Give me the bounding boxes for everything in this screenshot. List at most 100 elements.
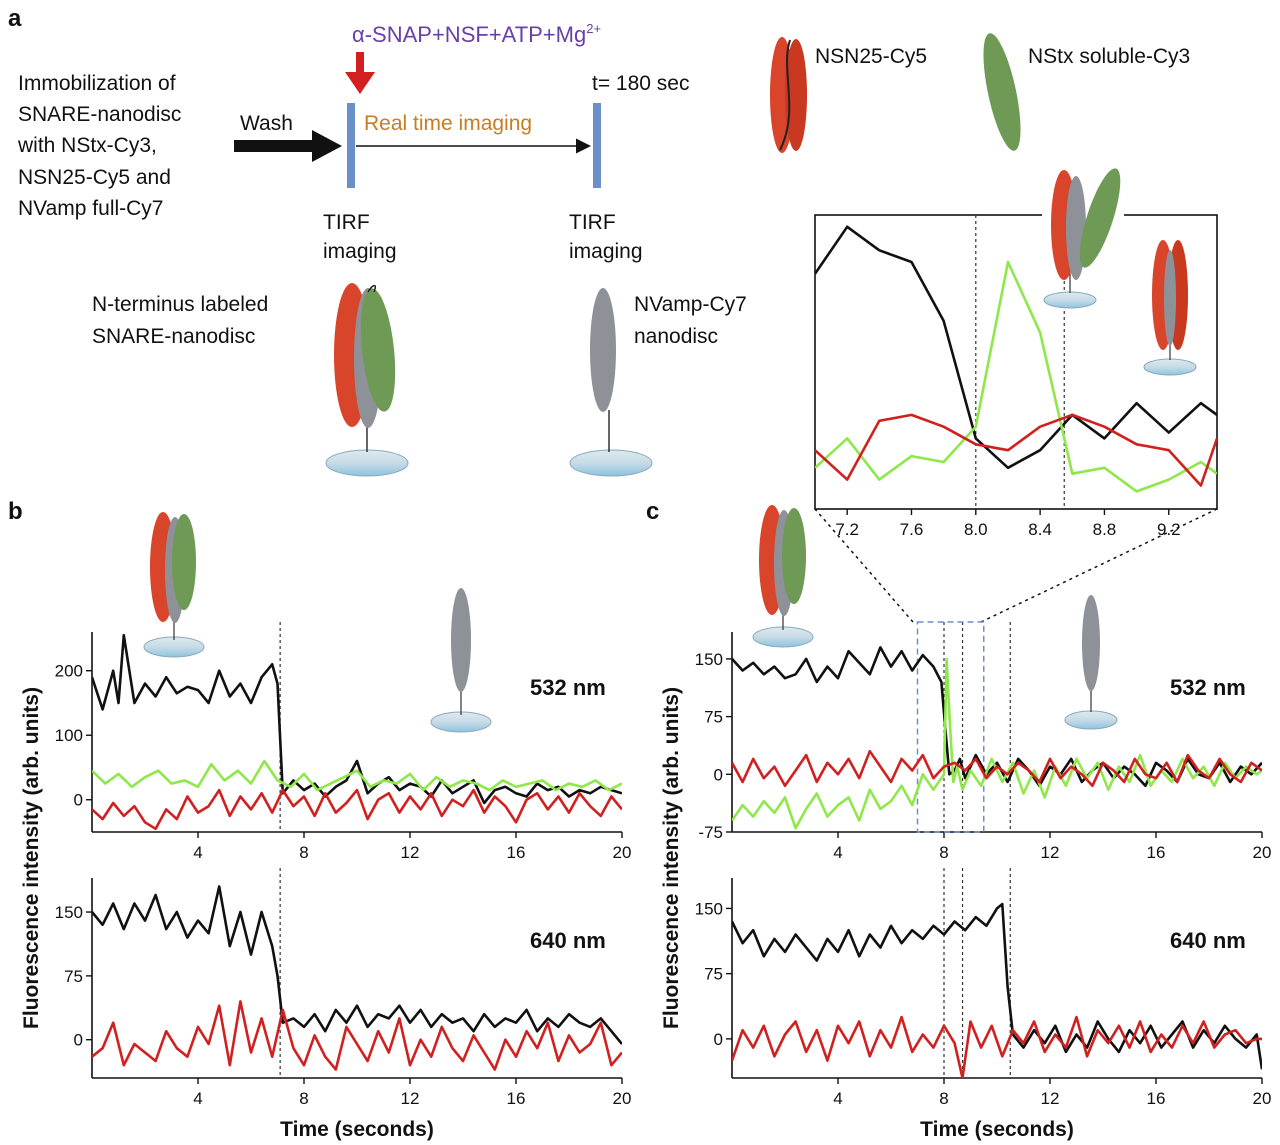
tirf-left-line1: TIRF	[323, 211, 370, 234]
x-axis-label-b: Time (seconds)	[280, 1118, 434, 1141]
reagents-label: α-SNAP+NSF+ATP+Mg2+	[352, 21, 601, 47]
c-complex-icon	[752, 505, 814, 648]
zoom-box	[916, 621, 985, 833]
x-tick-label: 8.8	[1093, 520, 1117, 539]
x-tick-label: 16	[507, 1089, 526, 1108]
x-tick-label: 4	[193, 843, 202, 862]
immobilization-line: SNARE-nanodisc	[18, 103, 181, 126]
zoom-connector-right	[980, 508, 1218, 623]
red-arrow-icon	[345, 52, 375, 94]
series-line-red	[815, 413, 1217, 487]
legend-stx-label: NStx soluble-Cy3	[1028, 45, 1190, 68]
y-tick-label: 100	[55, 726, 83, 745]
x-tick-label: 8	[299, 1089, 308, 1108]
panel-label-c: c	[646, 498, 659, 525]
series-line-black	[92, 633, 622, 805]
x-tick-label: 9.2	[1157, 520, 1181, 539]
y-tick-label: 150	[695, 650, 723, 669]
x-tick-label: 16	[507, 843, 526, 862]
b-vamp-icon	[430, 588, 492, 733]
panel-label-b: b	[8, 498, 23, 525]
chart-b-640: 4 8 12 16 20 150 75 0 640 nm	[55, 868, 632, 1108]
x-tick-label: 8	[939, 1089, 948, 1108]
inset-sn25-vamp-icon	[1143, 240, 1197, 376]
tirf-marker-left	[347, 103, 355, 188]
tirf-right-line1: TIRF	[569, 211, 616, 234]
x-tick-label: 12	[401, 843, 420, 862]
wavelength-label: 640 nm	[530, 928, 606, 953]
reagents-superscript: 2+	[586, 21, 601, 36]
x-tick-label: 8.0	[964, 520, 988, 539]
y-tick-label: 75	[64, 967, 83, 986]
legend-sn25-label: NSN25-Cy5	[815, 45, 927, 68]
series-line-green	[732, 657, 1262, 830]
series-line-green	[815, 260, 1217, 493]
wash-arrow-icon	[234, 130, 342, 162]
wavelength-label: 532 nm	[530, 675, 606, 700]
panel-label-a: a	[8, 5, 22, 32]
chart-b-532: 4 8 12 16 20 200 100 0 532 nm	[55, 622, 632, 862]
x-tick-label: 20	[1253, 843, 1272, 862]
y-axis-label-c: Fluorescence intensity (arb. units)	[660, 687, 683, 1029]
y-tick-label: 150	[695, 899, 723, 918]
x-tick-label: 20	[613, 1089, 632, 1108]
y-tick-label: -75	[698, 823, 723, 842]
x-tick-label: 20	[613, 843, 632, 862]
series-line-red	[92, 1000, 622, 1071]
series-line-red	[92, 788, 622, 831]
series-line-red	[732, 749, 1262, 788]
labeled-complex-line2: SNARE-nanodisc	[92, 325, 255, 348]
x-tick-label: 7.6	[900, 520, 924, 539]
x-tick-label: 8	[939, 843, 948, 862]
immobilization-text: Immobilization of SNARE-nanodisc with NS…	[17, 72, 181, 220]
wavelength-label: 640 nm	[1170, 928, 1246, 953]
x-tick-label: 20	[1253, 1089, 1272, 1108]
chart-c-inset: 7.2 7.6 8.0 8.4 8.8 9.2	[814, 211, 1218, 539]
immobilization-line: NVamp full-Cy7	[18, 197, 163, 220]
y-axis-label-b: Fluorescence intensity (arb. units)	[20, 687, 43, 1029]
y-tick-label: 75	[704, 708, 723, 727]
x-tick-label: 4	[833, 843, 842, 862]
immobilization-line: NSN25-Cy5 and	[18, 166, 171, 189]
series-line-black	[815, 225, 1217, 470]
b-complex-icon	[143, 512, 205, 658]
y-tick-label: 0	[714, 765, 723, 784]
series-line-green	[92, 759, 622, 792]
y-tick-label: 75	[704, 965, 723, 984]
immobilization-line: with NStx-Cy3,	[17, 134, 157, 157]
series-line-black	[732, 902, 1262, 1070]
x-axis-label-c: Time (seconds)	[920, 1118, 1074, 1141]
x-tick-label: 12	[1041, 1089, 1060, 1108]
stx-protein-icon	[983, 33, 1021, 151]
vamp-nanodisc-line2: nanodisc	[634, 325, 718, 348]
inset-frame	[814, 214, 1218, 510]
y-tick-label: 0	[74, 1031, 83, 1050]
tirf-right-line2: imaging	[569, 240, 643, 263]
tirf-marker-right	[593, 103, 601, 188]
reagents-text: α-SNAP+NSF+ATP+Mg	[352, 22, 586, 47]
chart-c-640: 4 8 12 16 20 150 75 0 640 nm	[695, 868, 1272, 1108]
chart-c-532: 4 8 12 16 20 150 75 0 -75 532 nm	[695, 621, 1272, 862]
x-tick-label: 16	[1147, 1089, 1166, 1108]
series-line-black	[732, 646, 1262, 788]
vamp-nanodisc-line1: NVamp-Cy7	[634, 293, 747, 316]
x-tick-label: 12	[401, 1089, 420, 1108]
c-vamp-icon	[1064, 595, 1118, 730]
snare-nanodisc-icon	[325, 283, 409, 477]
y-tick-label: 0	[714, 1030, 723, 1049]
x-tick-label: 4	[193, 1089, 202, 1108]
t-end-label: t= 180 sec	[592, 72, 689, 95]
zoom-connector-left	[814, 508, 914, 623]
x-tick-label: 8.4	[1028, 520, 1052, 539]
wash-label: Wash	[240, 112, 293, 135]
inset-complex-icon	[1043, 168, 1121, 309]
x-tick-label: 4	[833, 1089, 842, 1108]
y-tick-label: 0	[74, 791, 83, 810]
wavelength-label: 532 nm	[1170, 675, 1246, 700]
x-tick-label: 8	[299, 843, 308, 862]
tirf-left-line2: imaging	[323, 240, 397, 263]
labeled-complex-line1: N-terminus labeled	[92, 293, 268, 316]
real-time-label: Real time imaging	[364, 112, 532, 135]
